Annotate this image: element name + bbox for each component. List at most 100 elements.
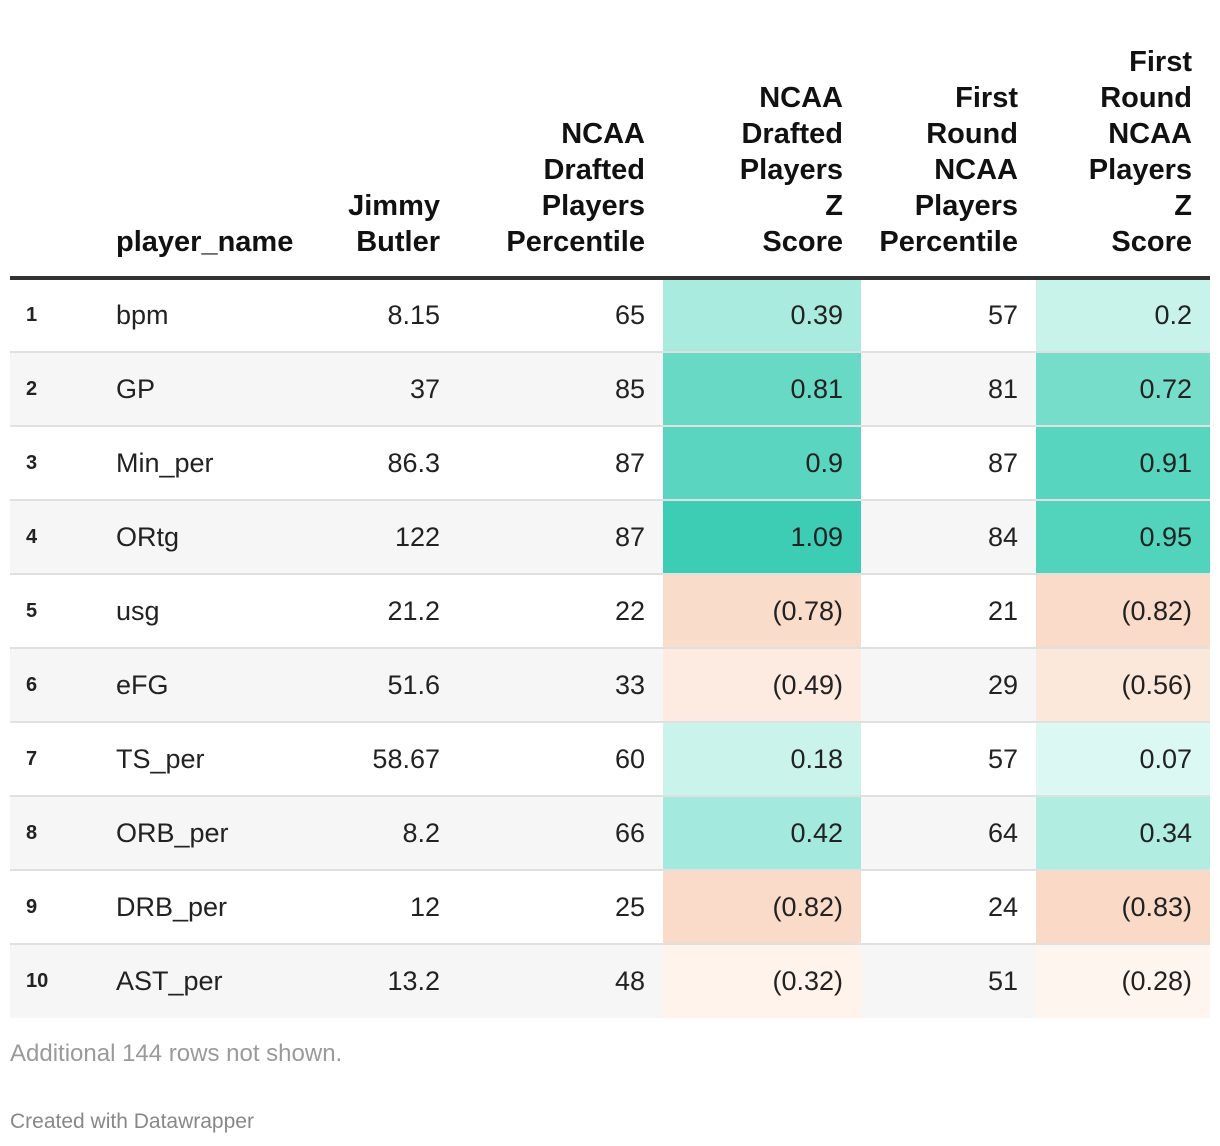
header-line: Score — [762, 226, 843, 258]
rows-not-shown-note: Additional 144 rows not shown. — [10, 1040, 343, 1067]
header-line: Butler — [356, 226, 440, 258]
jimmy-butler-value: 12 — [313, 870, 458, 945]
player-name-cell: GP — [103, 352, 313, 427]
header-line: NCAA — [934, 154, 1018, 186]
drafted-z-score-value: (0.32) — [663, 944, 861, 1018]
table-row: 1 bpm 8.15 65 0.39 57 0.2 — [10, 278, 1210, 353]
jimmy-butler-value: 8.15 — [313, 278, 458, 353]
drafted-percentile-value: 85 — [458, 352, 663, 427]
table-row: 4 ORtg 122 87 1.09 84 0.95 — [10, 500, 1210, 575]
jimmy-butler-value: 8.2 — [313, 796, 458, 871]
first-round-z-score-value: 0.72 — [1036, 352, 1210, 427]
drafted-z-score-value: 0.42 — [663, 796, 861, 871]
drafted-z-score-value: 0.39 — [663, 278, 861, 353]
drafted-z-score-value: (0.78) — [663, 574, 861, 649]
header-line: First — [1129, 46, 1192, 78]
drafted-percentile-value: 65 — [458, 278, 663, 353]
row-index: 5 — [10, 574, 103, 649]
first-round-z-score-value: (0.56) — [1036, 648, 1210, 723]
table-row: 6 eFG 51.6 33 (0.49) 29 (0.56) — [10, 648, 1210, 723]
data-table-container: player_name Jimmy Butler NCAA Drafted Players… — [10, 0, 1210, 1018]
drafted-percentile-value: 48 — [458, 944, 663, 1018]
table-row: 3 Min_per 86.3 87 0.9 87 0.91 — [10, 426, 1210, 501]
first-round-percentile-value: 29 — [861, 648, 1036, 723]
first-round-percentile-value: 81 — [861, 352, 1036, 427]
first-round-percentile-value: 87 — [861, 426, 1036, 501]
drafted-z-score-value: (0.49) — [663, 648, 861, 723]
first-round-percentile-value: 64 — [861, 796, 1036, 871]
header-first-round-percentile[interactable]: First Round NCAA Players Percentile — [861, 0, 1036, 280]
jimmy-butler-value: 37 — [313, 352, 458, 427]
drafted-percentile-value: 66 — [458, 796, 663, 871]
drafted-z-score-value: 0.9 — [663, 426, 861, 501]
first-round-percentile-value: 57 — [861, 278, 1036, 353]
row-index: 9 — [10, 870, 103, 945]
header-line: Jimmy — [348, 190, 440, 222]
header-line: Players — [914, 190, 1018, 222]
first-round-z-score-value: 0.34 — [1036, 796, 1210, 871]
jimmy-butler-value: 86.3 — [313, 426, 458, 501]
drafted-percentile-value: 87 — [458, 500, 663, 575]
header-index[interactable] — [10, 0, 103, 280]
first-round-percentile-value: 57 — [861, 722, 1036, 797]
header-drafted-z-score[interactable]: NCAA Drafted Players Z Score — [663, 0, 861, 280]
row-index: 8 — [10, 796, 103, 871]
row-index: 4 — [10, 500, 103, 575]
player-name-cell: ORB_per — [103, 796, 313, 871]
drafted-percentile-value: 22 — [458, 574, 663, 649]
player-name-cell: TS_per — [103, 722, 313, 797]
jimmy-butler-value: 122 — [313, 500, 458, 575]
header-first-round-z-score[interactable]: First Round NCAA Players Z Score — [1036, 0, 1210, 280]
header-line: Drafted — [543, 154, 645, 186]
drafted-z-score-value: 0.81 — [663, 352, 861, 427]
header-line: Z — [1174, 190, 1192, 222]
table-row: 9 DRB_per 12 25 (0.82) 24 (0.83) — [10, 870, 1210, 945]
header-line: Drafted — [741, 118, 843, 150]
header-line: Players — [541, 190, 645, 222]
row-index: 1 — [10, 278, 103, 353]
jimmy-butler-value: 51.6 — [313, 648, 458, 723]
datawrapper-credit: Created with Datawrapper — [10, 1110, 254, 1133]
player-name-cell: DRB_per — [103, 870, 313, 945]
first-round-z-score-value: 0.07 — [1036, 722, 1210, 797]
table-row: 10 AST_per 13.2 48 (0.32) 51 (0.28) — [10, 944, 1210, 1018]
table-row: 2 GP 37 85 0.81 81 0.72 — [10, 352, 1210, 427]
drafted-percentile-value: 33 — [458, 648, 663, 723]
row-index: 7 — [10, 722, 103, 797]
header-line: Players — [1088, 154, 1192, 186]
header-line: Percentile — [506, 226, 645, 258]
first-round-z-score-value: 0.95 — [1036, 500, 1210, 575]
player-name-cell: usg — [103, 574, 313, 649]
header-line: Percentile — [879, 226, 1018, 258]
header-line: NCAA — [1108, 118, 1192, 150]
drafted-z-score-value: 1.09 — [663, 500, 861, 575]
drafted-z-score-value: 0.18 — [663, 722, 861, 797]
first-round-z-score-value: (0.28) — [1036, 944, 1210, 1018]
row-index: 6 — [10, 648, 103, 723]
row-index: 2 — [10, 352, 103, 427]
drafted-percentile-value: 87 — [458, 426, 663, 501]
jimmy-butler-value: 13.2 — [313, 944, 458, 1018]
header-line: player_name — [116, 226, 294, 258]
header-jimmy-butler[interactable]: Jimmy Butler — [313, 0, 458, 280]
first-round-z-score-value: (0.83) — [1036, 870, 1210, 945]
jimmy-butler-value: 21.2 — [313, 574, 458, 649]
table-header-row: player_name Jimmy Butler NCAA Drafted Players… — [10, 0, 1210, 280]
table-row: 8 ORB_per 8.2 66 0.42 64 0.34 — [10, 796, 1210, 871]
first-round-z-score-value: 0.91 — [1036, 426, 1210, 501]
first-round-percentile-value: 51 — [861, 944, 1036, 1018]
table-row: 7 TS_per 58.67 60 0.18 57 0.07 — [10, 722, 1210, 797]
header-player-name[interactable]: player_name — [103, 0, 313, 280]
header-line: Players — [739, 154, 843, 186]
first-round-percentile-value: 21 — [861, 574, 1036, 649]
drafted-percentile-value: 25 — [458, 870, 663, 945]
header-line: Z — [825, 190, 843, 222]
player-name-cell: Min_per — [103, 426, 313, 501]
first-round-z-score-value: 0.2 — [1036, 278, 1210, 353]
header-line: First — [955, 82, 1018, 114]
header-line: Score — [1111, 226, 1192, 258]
header-line: Round — [1100, 82, 1192, 114]
header-drafted-percentile[interactable]: NCAA Drafted Players Percentile — [458, 0, 663, 280]
jimmy-butler-value: 58.67 — [313, 722, 458, 797]
data-table: player_name Jimmy Butler NCAA Drafted Players… — [10, 0, 1210, 1018]
